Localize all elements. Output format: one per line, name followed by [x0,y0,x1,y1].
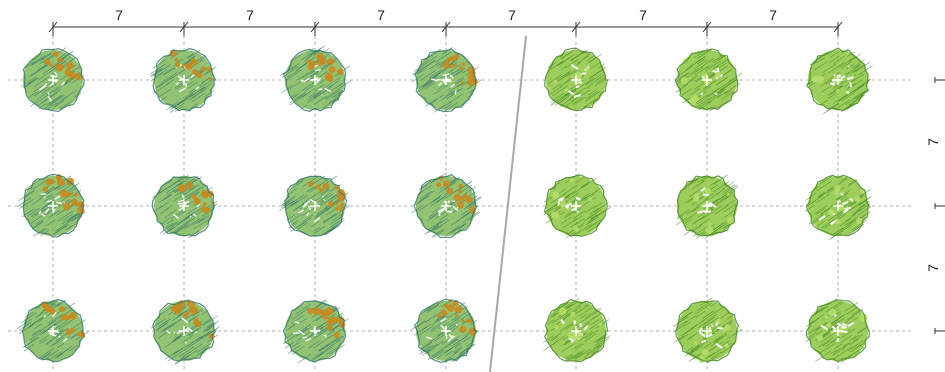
tree-center-mark [179,201,189,211]
green-tree-canopy [674,48,743,112]
top-dimension-tick [48,21,58,36]
tree-center-mark [441,75,451,85]
mixed-tree-canopy [279,175,351,237]
top-dimension-label-2: 7 [246,7,254,23]
green-tree-canopy [543,47,609,112]
mixed-tree-canopy [411,298,479,363]
green-tree-canopy [672,297,743,364]
mixed-tree-canopy [411,47,482,113]
tree-center-mark [48,326,58,336]
tree-canopies [16,45,873,365]
tree-center-mark [702,201,712,211]
green-tree-canopy [675,174,739,239]
tree-center-mark [571,326,581,336]
tree-center-mark [310,75,320,85]
top-dimension-tick [310,21,320,36]
mixed-tree-canopy [280,45,352,112]
mixed-tree-canopy [150,299,221,365]
green-tree-canopy [805,298,870,363]
top-dimension-tick [441,21,451,36]
top-dimension-tick [702,21,712,36]
right-dimension-tick [934,77,945,83]
tree-center-mark [702,75,712,85]
tree-center-mark [441,326,451,336]
right-dimension-tick [934,328,945,334]
tree-center-mark [310,201,320,211]
mixed-tree-canopy [16,298,89,363]
tree-center-mark [48,201,58,211]
top-dimension-label-4: 7 [508,7,516,23]
top-dimension-tick [179,21,189,36]
right-dimension-tick [934,203,945,209]
mixed-tree-canopy [17,173,86,238]
tree-center-mark [441,201,451,211]
tree-center-mark [833,326,843,336]
top-dimension-label-6: 7 [769,7,777,23]
tree-center-mark [571,201,581,211]
green-tree-canopy [805,47,873,115]
top-dimension-label-5: 7 [639,7,647,23]
top-dimension-label-3: 7 [377,7,385,23]
tree-center-mark [702,326,712,336]
top-dimension-label-1: 7 [115,7,123,23]
right-dimension-line: 7 7 [925,77,945,334]
tree-center-mark [48,75,58,85]
top-dimension-tick [833,21,843,36]
mixed-tree-canopy [411,171,482,239]
tree-center-mark [571,75,581,85]
right-dimension-label-2: 7 [925,264,941,272]
green-tree-canopy [804,174,872,240]
tree-center-mark [179,326,189,336]
green-tree-canopy [542,297,611,363]
mixed-tree-canopy [149,47,217,113]
tree-center-mark [833,75,843,85]
tree-center-mark [310,326,320,336]
green-tree-canopy [543,173,611,239]
tree-center-mark [179,75,189,85]
divider-line [489,35,527,372]
mixed-tree-canopy [151,175,218,239]
top-dimension-tick [571,21,581,36]
mixed-tree-canopy [282,299,349,364]
right-dimension-label-1: 7 [925,138,941,146]
top-dimension-line: 7 7 7 7 7 7 [48,7,843,36]
mixed-tree-canopy [20,47,85,113]
tree-center-mark [833,201,843,211]
section-divider [489,35,527,372]
